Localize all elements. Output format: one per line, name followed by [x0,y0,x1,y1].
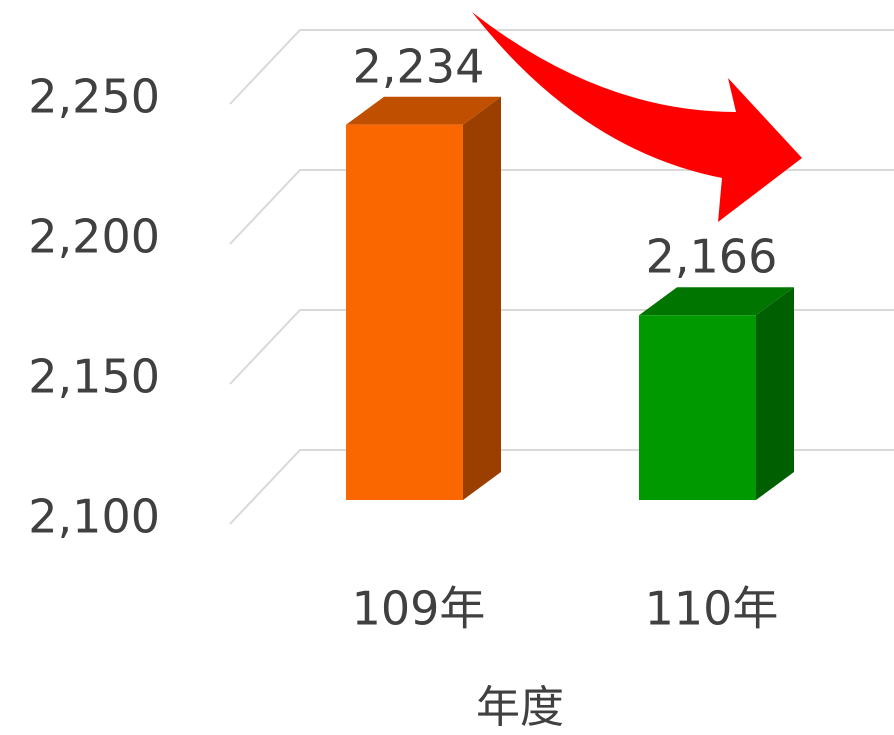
y-tick-label: 2,150 [28,350,160,404]
bar-front [639,315,756,500]
bar-side [463,96,501,501]
data-label: 2,234 [353,39,485,93]
bar-top [346,96,501,125]
x-axis-label: 年度 [476,682,564,733]
x-tick-label: 109年 [352,582,486,636]
data-label: 2,166 [646,230,778,284]
bar-front [346,124,463,501]
x-tick-label: 110年 [645,582,779,636]
grid-line [229,309,894,385]
grid-line [229,449,894,525]
y-tick-label: 2,250 [28,70,160,124]
trend-arrow [472,12,802,222]
bar [346,96,501,501]
grid-line [229,169,894,245]
y-tick-label: 2,200 [28,210,160,264]
bar-side [756,287,794,500]
bar [639,287,794,500]
bar-top [639,287,794,316]
y-tick-label: 2,100 [28,490,160,544]
grid-line [229,29,894,105]
